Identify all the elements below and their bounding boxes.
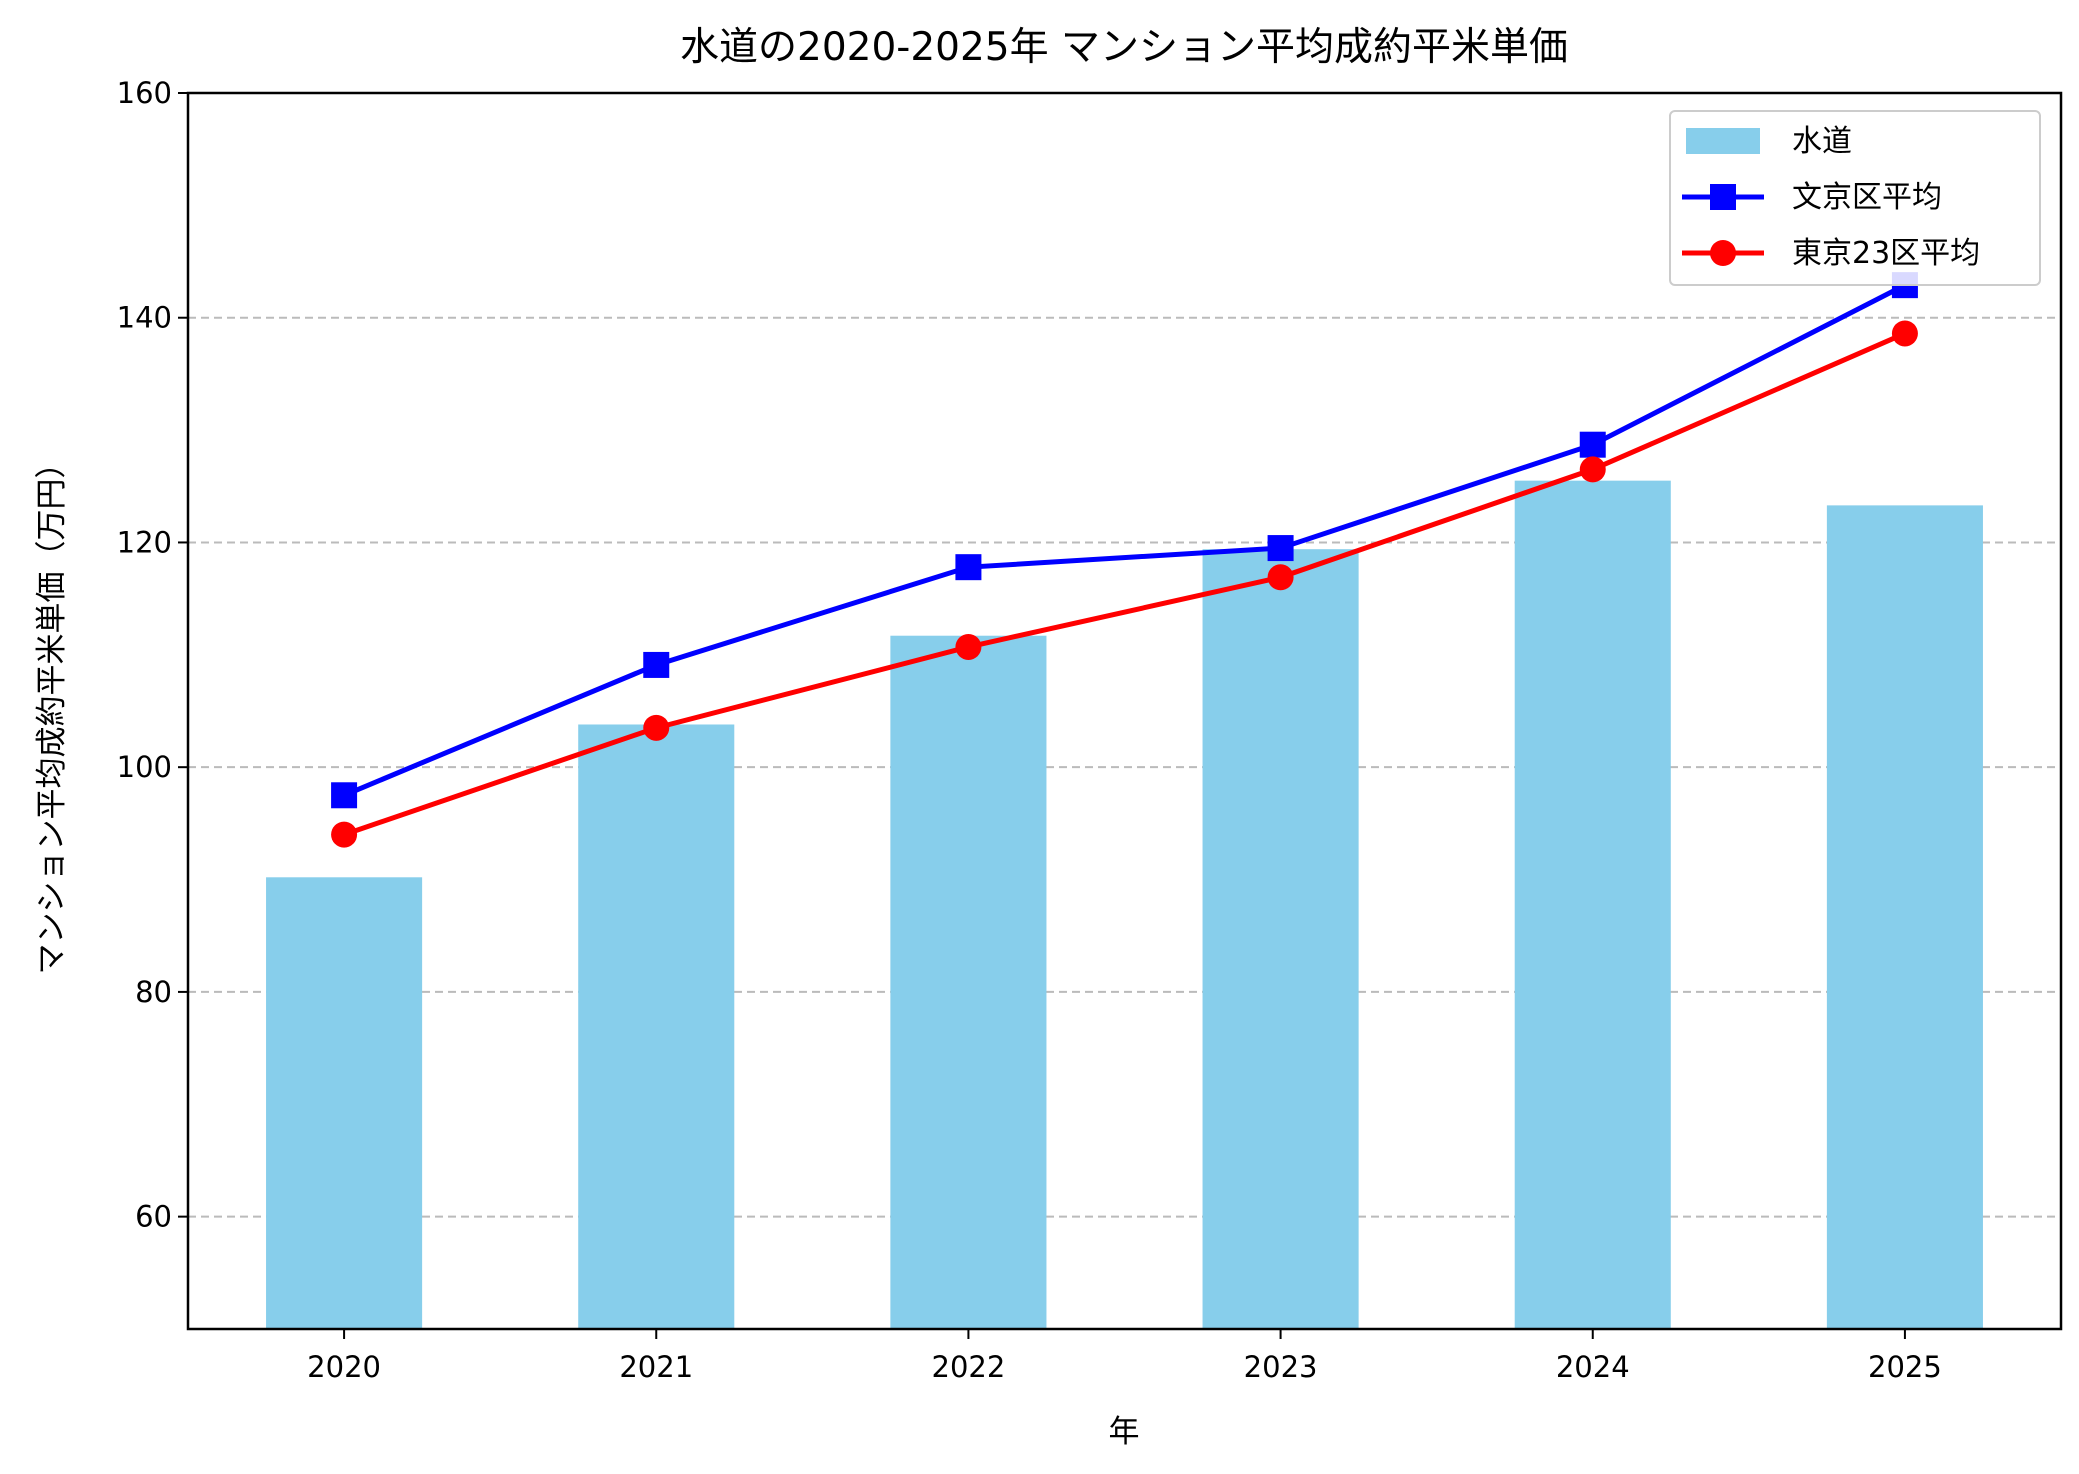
plot-frame bbox=[186, 91, 2063, 1331]
data-point bbox=[331, 782, 358, 809]
legend-marker bbox=[1710, 240, 1736, 266]
y-tick-label: 60 bbox=[135, 1200, 172, 1234]
data-point bbox=[955, 633, 982, 660]
bar bbox=[266, 877, 423, 1329]
y-tick-label: 120 bbox=[117, 525, 172, 559]
data-point bbox=[643, 651, 670, 678]
data-point bbox=[643, 714, 670, 741]
x-tick-label: 2022 bbox=[932, 1350, 1006, 1384]
bar bbox=[1826, 505, 1983, 1330]
legend-frame bbox=[1669, 110, 2041, 286]
data-point bbox=[1579, 456, 1606, 483]
bar bbox=[890, 635, 1047, 1329]
legend-label: 文京区平均 bbox=[1792, 180, 1942, 215]
x-tick-label: 2024 bbox=[1556, 1350, 1630, 1384]
x-tick-label: 2023 bbox=[1244, 1350, 1318, 1384]
y-tick-label: 160 bbox=[117, 76, 172, 110]
data-point bbox=[1891, 320, 1918, 347]
y-tick-label: 140 bbox=[117, 301, 172, 335]
x-tick-label: 2021 bbox=[619, 1350, 693, 1384]
series-line bbox=[343, 282, 1907, 798]
x-tick-label: 2025 bbox=[1868, 1350, 1942, 1384]
data-point bbox=[1267, 564, 1294, 591]
data-point bbox=[1267, 535, 1294, 562]
series-line bbox=[343, 331, 1906, 837]
y-axis-label: マンション平均成約平米単価（万円） bbox=[34, 448, 70, 975]
data-point bbox=[1579, 431, 1606, 458]
legend-marker bbox=[1710, 184, 1736, 210]
y-tick-label: 80 bbox=[135, 975, 172, 1009]
bar bbox=[1202, 549, 1359, 1329]
legend-label: 東京23区平均 bbox=[1792, 236, 1980, 271]
bar bbox=[1514, 480, 1671, 1329]
bar bbox=[578, 724, 735, 1329]
legend-label: 水道 bbox=[1792, 124, 1852, 159]
y-tick-label: 100 bbox=[117, 750, 172, 784]
chart-title: 水道の2020-2025年 マンション平均成約平米単価 bbox=[680, 25, 1568, 70]
data-point bbox=[955, 554, 982, 581]
x-tick-label: 2020 bbox=[307, 1350, 381, 1384]
data-point bbox=[331, 821, 358, 848]
legend-swatch bbox=[1686, 128, 1760, 154]
x-axis-label: 年 bbox=[1109, 1414, 1140, 1450]
